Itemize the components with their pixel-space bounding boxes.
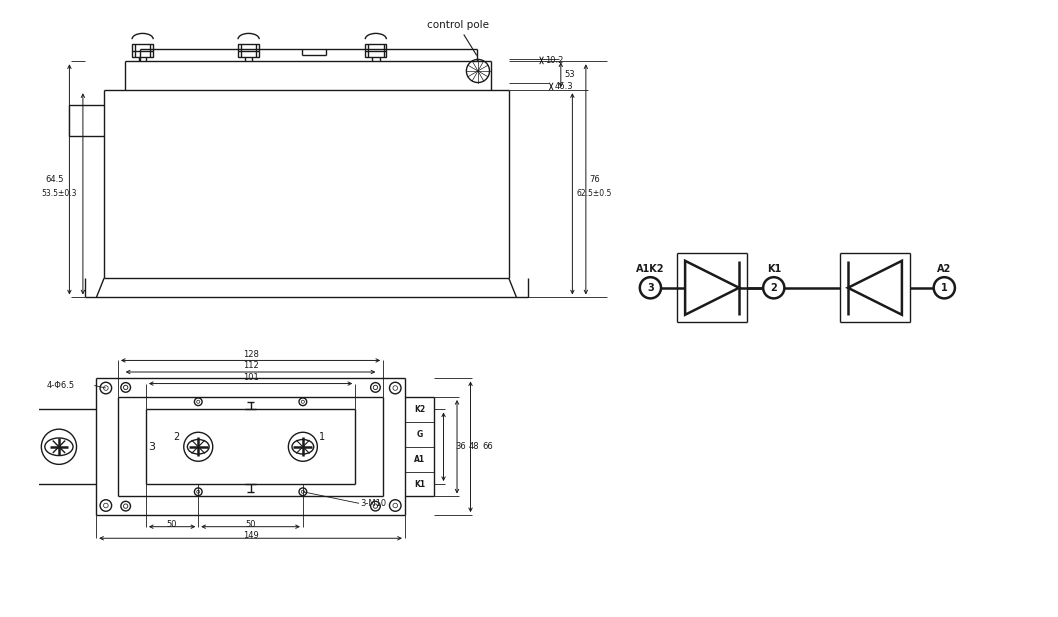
- Text: G: G: [416, 430, 422, 439]
- Text: A1: A1: [414, 455, 425, 464]
- Text: 4-Φ6.5: 4-Φ6.5: [47, 381, 75, 390]
- Text: 1: 1: [320, 432, 325, 442]
- Text: 101: 101: [242, 373, 258, 382]
- Bar: [365, 44, 386, 57]
- Text: 112: 112: [242, 361, 258, 370]
- Text: control pole: control pole: [426, 20, 489, 55]
- Text: 36: 36: [455, 442, 466, 451]
- Text: K1: K1: [414, 479, 425, 489]
- Circle shape: [640, 277, 661, 299]
- Text: 48: 48: [469, 442, 479, 451]
- Text: 46.3: 46.3: [555, 82, 573, 91]
- Text: 50: 50: [167, 520, 178, 529]
- Text: 53.5±0.3: 53.5±0.3: [41, 189, 77, 198]
- Text: A1K2: A1K2: [636, 264, 664, 275]
- Text: 66: 66: [482, 442, 493, 451]
- Text: 149: 149: [242, 531, 258, 540]
- Text: 2: 2: [770, 283, 778, 293]
- Text: 3-M10: 3-M10: [360, 499, 386, 508]
- Text: 128: 128: [242, 349, 258, 358]
- Circle shape: [763, 277, 784, 299]
- Text: 53: 53: [565, 70, 576, 80]
- Text: A2: A2: [937, 264, 951, 275]
- Text: 2: 2: [172, 432, 179, 442]
- Text: 10.2: 10.2: [545, 56, 564, 65]
- Text: K1: K1: [767, 264, 781, 275]
- Circle shape: [934, 277, 955, 299]
- Text: 76: 76: [589, 175, 601, 184]
- Text: 3: 3: [647, 283, 654, 293]
- Text: K2: K2: [414, 405, 425, 414]
- Bar: [132, 44, 153, 57]
- Text: 64.5: 64.5: [45, 175, 63, 184]
- Text: 50: 50: [245, 520, 256, 529]
- Text: 1: 1: [941, 283, 948, 293]
- Text: 62.5±0.5: 62.5±0.5: [577, 189, 612, 198]
- Bar: [238, 44, 259, 57]
- Text: 3: 3: [148, 442, 156, 452]
